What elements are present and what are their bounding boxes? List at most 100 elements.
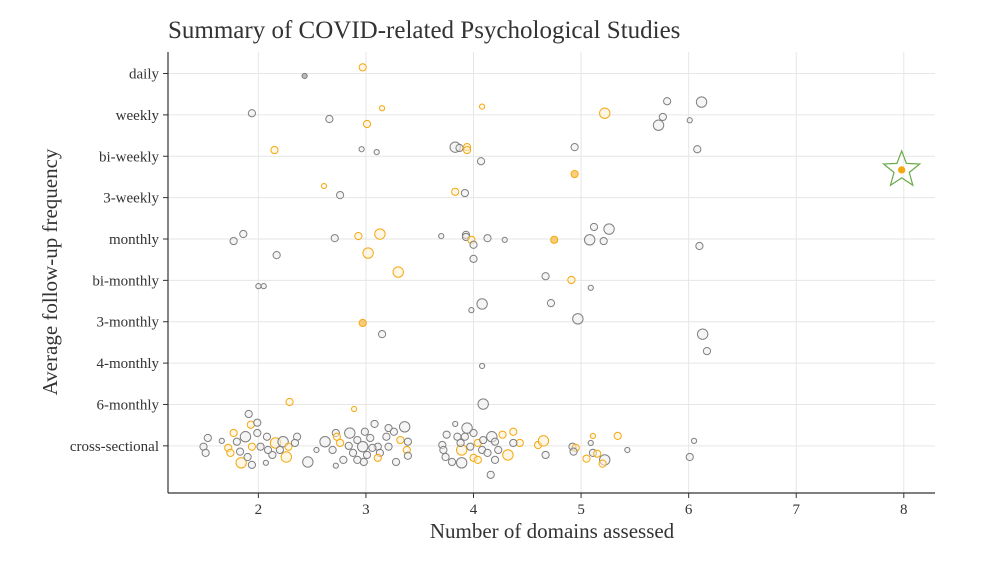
data-point (479, 362, 486, 370)
data-point (469, 254, 478, 263)
data-point (344, 427, 356, 439)
data-point (384, 442, 393, 451)
data-point (438, 232, 445, 240)
data-point (469, 428, 478, 438)
data-point (348, 448, 358, 457)
data-point (599, 107, 611, 119)
data-point (325, 114, 334, 124)
data-point (589, 222, 599, 232)
data-point (663, 97, 672, 106)
data-point (570, 143, 579, 152)
data-point (541, 450, 550, 460)
data-point (570, 169, 579, 179)
data-point (569, 447, 578, 456)
data-point (247, 442, 257, 451)
data-point (229, 428, 238, 438)
data-point (468, 307, 475, 314)
data-point (373, 149, 380, 156)
data-point (587, 284, 594, 291)
data-point (239, 229, 248, 239)
data-point (455, 457, 468, 469)
data-point (695, 241, 704, 251)
data-point (442, 430, 451, 439)
data-point (374, 228, 386, 240)
data-point (439, 445, 448, 455)
data-point (456, 438, 465, 448)
data-point (285, 397, 294, 407)
data-point (624, 446, 631, 454)
data-point (389, 427, 399, 436)
data-point (546, 299, 556, 308)
data-point (332, 432, 341, 441)
data-point (455, 143, 464, 153)
data-point (366, 433, 375, 443)
data-point (353, 435, 362, 445)
data-point (358, 63, 367, 72)
data-point (382, 432, 391, 441)
data-point (403, 451, 412, 460)
data-point (403, 437, 412, 446)
data-point (613, 431, 622, 441)
data-point (362, 119, 372, 129)
data-point (490, 437, 500, 446)
data-point (229, 236, 238, 246)
data-point (255, 283, 262, 290)
data-point (696, 328, 709, 340)
data-point (320, 182, 328, 190)
data-point (695, 96, 708, 108)
x-axis-label: Number of domains assessed (430, 519, 675, 543)
data-point (486, 470, 495, 479)
y-tick-label: 3-monthly (97, 315, 160, 331)
y-tick-label: monthly (109, 232, 160, 248)
data-point (330, 234, 339, 243)
data-point (362, 450, 372, 460)
data-point (357, 440, 369, 453)
data-point (377, 330, 387, 339)
chart-title: Summary of COVID-related Psychological S… (168, 17, 680, 44)
data-points (199, 63, 922, 479)
data-point (332, 462, 339, 469)
y-tick-label: bi-weekly (99, 149, 159, 165)
data-point (652, 119, 665, 131)
highlighted-data-point (898, 166, 906, 174)
data-point (479, 435, 488, 445)
y-tick-label: cross-sectional (70, 439, 159, 455)
data-point (302, 456, 314, 468)
data-point (370, 419, 379, 429)
data-point (263, 445, 273, 455)
data-point (550, 235, 559, 244)
data-point (351, 405, 358, 413)
data-point (319, 436, 331, 448)
y-tick-label: bi-monthly (92, 273, 159, 289)
data-point (354, 231, 363, 241)
data-point (391, 457, 401, 467)
data-point (344, 441, 353, 450)
data-point (392, 266, 404, 278)
data-point (686, 117, 693, 124)
data-point (593, 449, 602, 458)
data-point (368, 443, 377, 453)
data-point (567, 275, 576, 285)
x-tick-label: 2 (255, 502, 263, 518)
data-point (201, 448, 210, 457)
data-point (272, 251, 281, 260)
data-point (599, 236, 608, 246)
data-point (441, 452, 450, 462)
y-tick-label: weekly (116, 108, 160, 124)
data-point (239, 431, 252, 443)
star-marker (881, 149, 922, 187)
data-point (247, 109, 257, 118)
x-tick-label: 8 (900, 502, 908, 518)
data-point (398, 421, 411, 433)
data-point (373, 453, 382, 462)
y-tick-label: daily (129, 67, 159, 83)
data-point (466, 442, 475, 451)
data-point (476, 157, 486, 166)
y-tick-label: 3-weekly (103, 191, 159, 207)
data-point (360, 427, 369, 436)
data-point (262, 432, 272, 441)
data-point (275, 445, 284, 455)
data-point (336, 191, 345, 200)
x-tick-label: 4 (470, 502, 478, 518)
data-point (693, 145, 702, 154)
